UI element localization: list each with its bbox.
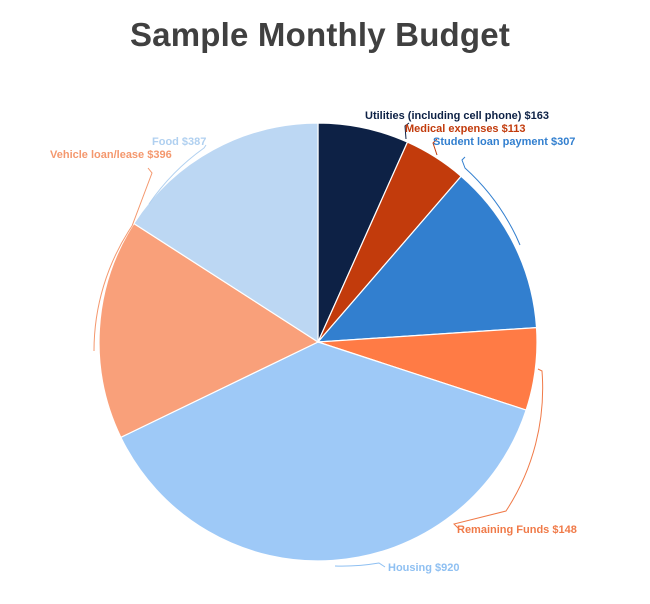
leader-line-medical-expenses [432,138,438,156]
label-leader-lines [93,122,544,568]
pie-slices [98,122,538,562]
slice-label-utilities-including-cell-phone: Utilities (including cell phone) $163 [365,110,549,122]
slice-label-remaining-funds: Remaining Funds $148 [457,524,577,536]
pie-slice-housing [120,341,527,562]
leader-line-utilities-including-cell-phone [404,122,410,140]
slice-labels: Utilities (including cell phone) $163Med… [50,110,577,574]
slice-label-food: Food $387 [152,136,206,148]
pie-slice-student-loan-payment [316,175,538,343]
leader-line-food [148,144,207,205]
pie-slice-vehicle-loan-lease [98,222,320,439]
slice-label-student-loan-payment: Student loan payment $307 [433,136,575,148]
leader-line-remaining-funds [453,368,544,530]
chart-title: Sample Monthly Budget [129,16,511,53]
slice-label-medical-expenses: Medical expenses $113 [405,123,525,135]
slice-label-vehicle-loan-lease: Vehicle loan/lease $396 [50,149,172,161]
pie-slice-food [133,122,319,344]
leader-line-vehicle-loan-lease [93,167,153,352]
leader-line-student-loan-payment [461,156,521,246]
slice-label-housing: Housing $920 [388,562,460,574]
leader-line-housing [334,562,386,568]
